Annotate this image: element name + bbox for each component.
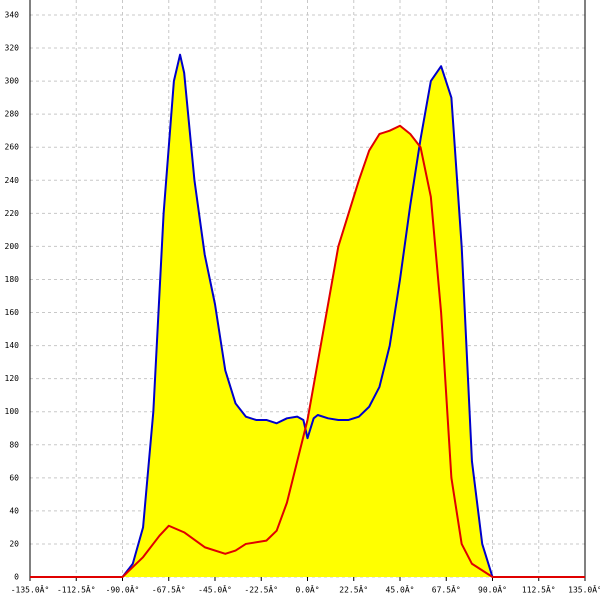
y-tick-label: 220 — [5, 209, 20, 218]
y-tick-label: 0 — [14, 573, 19, 582]
x-tick-label: 90.0Â° — [478, 584, 507, 595]
x-tick-label: 45.0Â° — [386, 584, 415, 595]
x-tick-label: -67.5Â° — [152, 584, 186, 595]
x-tick-label: 135.0Â° — [568, 584, 600, 595]
x-tick-label: 67.5Â° — [432, 584, 461, 595]
y-tick-label: 240 — [5, 176, 20, 185]
y-tick-label: 340 — [5, 11, 20, 20]
y-tick-label: 140 — [5, 341, 20, 350]
y-tick-label: 300 — [5, 77, 20, 86]
y-tick-label: 260 — [5, 143, 20, 152]
area-fill — [30, 125, 585, 577]
x-tick-label: 112.5Â° — [522, 584, 556, 595]
x-tick-label: 0.0Â° — [295, 584, 319, 595]
y-tick-label: 160 — [5, 308, 20, 317]
x-tick-label: -90.0Â° — [106, 584, 140, 595]
y-tick-label: 200 — [5, 242, 20, 251]
y-tick-label: 40 — [9, 506, 19, 515]
y-tick-label: 20 — [9, 539, 19, 548]
series-line — [30, 124, 585, 578]
y-tick-label: 60 — [9, 473, 19, 482]
x-tick-label: -135.0Â° — [11, 584, 50, 595]
x-tick-label: -112.5Â° — [57, 584, 96, 595]
y-tick-label: 180 — [5, 275, 20, 284]
y-tick-label: 100 — [5, 407, 20, 416]
y-tick-label: 80 — [9, 440, 19, 449]
y-tick-label: 280 — [5, 110, 20, 119]
x-tick-label: -22.5Â° — [244, 584, 278, 595]
y-tick-label: 120 — [5, 374, 20, 383]
y-tick-label: 320 — [5, 44, 20, 53]
x-tick-label: -45.0Â° — [198, 584, 232, 595]
x-tick-label: 22.5Â° — [339, 584, 368, 595]
